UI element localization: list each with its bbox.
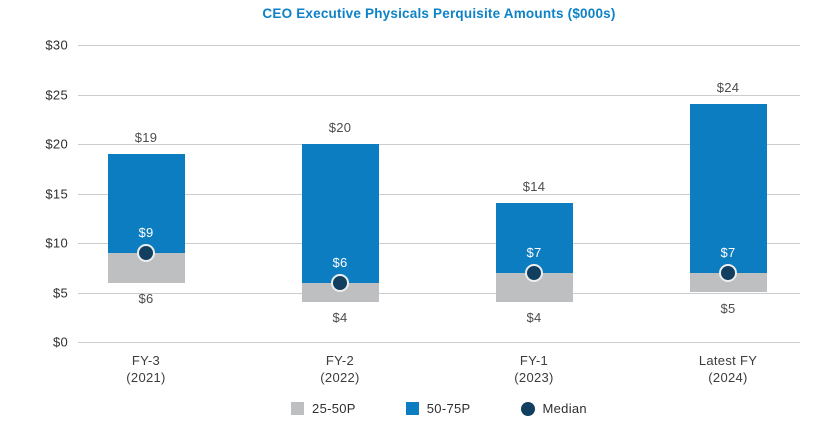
legend-swatch-square bbox=[291, 402, 305, 415]
x-category-year: (2022) bbox=[320, 370, 360, 385]
p25-value-label: $6 bbox=[138, 290, 154, 306]
p25-value-label: $5 bbox=[720, 300, 736, 316]
p75-value-label: $24 bbox=[716, 80, 740, 96]
legend-label: 25-50P bbox=[312, 401, 356, 416]
legend-item-median: Median bbox=[520, 401, 587, 416]
median-dot bbox=[525, 263, 543, 282]
x-category-name: FY-2 bbox=[325, 353, 355, 368]
legend-item-50-75p: 50-75P bbox=[405, 401, 471, 416]
x-category-year: (2021) bbox=[126, 370, 166, 385]
y-tick-label: $5 bbox=[52, 285, 68, 300]
gridline bbox=[78, 342, 800, 343]
p25-value-label: $4 bbox=[332, 310, 348, 326]
median-dot bbox=[719, 263, 737, 282]
chart-title: CEO Executive Physicals Perquisite Amoun… bbox=[262, 6, 616, 21]
y-tick-label: $15 bbox=[45, 186, 68, 201]
gridline bbox=[78, 292, 800, 294]
p25-value-label: $4 bbox=[526, 310, 542, 326]
gridline bbox=[78, 144, 800, 145]
y-tick-label: $20 bbox=[45, 136, 68, 152]
x-category-name: FY-1 bbox=[519, 353, 549, 368]
median-value-label: $7 bbox=[526, 244, 542, 260]
x-category-name: FY-3 bbox=[131, 353, 161, 368]
x-axis: FY-3 (2021) FY-2 (2022) FY-1 (2023) Latest FY (… bbox=[78, 352, 800, 396]
y-tick-label: $30 bbox=[45, 37, 68, 53]
p75-value-label: $20 bbox=[328, 120, 352, 135]
gridline bbox=[78, 45, 800, 46]
y-tick-label: $10 bbox=[45, 235, 68, 251]
legend-label: Median bbox=[542, 401, 587, 416]
x-category-label: FY-1 (2023) bbox=[514, 352, 553, 386]
p75-value-label: $19 bbox=[134, 129, 158, 145]
median-value-label: $6 bbox=[332, 254, 348, 270]
legend-label: 50-75P bbox=[426, 401, 471, 416]
x-category-name: Latest FY bbox=[698, 353, 758, 368]
y-axis: $0 $5 $10 $15 $20 $25 $30 bbox=[0, 38, 68, 350]
x-category-label: Latest FY (2024) bbox=[699, 352, 757, 386]
median-value-label: $9 bbox=[138, 224, 154, 240]
legend: 25-50P 50-75P Median bbox=[78, 401, 800, 416]
x-category-year: (2023) bbox=[514, 370, 554, 385]
median-dot bbox=[331, 273, 349, 292]
x-category-year: (2024) bbox=[708, 370, 748, 385]
y-tick-label: $25 bbox=[45, 87, 68, 102]
legend-item-25-50p: 25-50P bbox=[291, 401, 356, 416]
legend-swatch-circle bbox=[520, 401, 535, 416]
p75-value-label: $14 bbox=[522, 179, 546, 195]
median-dot bbox=[137, 243, 155, 262]
gridline bbox=[78, 193, 800, 195]
legend-swatch-square bbox=[405, 402, 419, 415]
x-category-label: FY-3 (2021) bbox=[126, 352, 165, 386]
bar-segment-50-75p bbox=[301, 144, 379, 283]
bar-segment-50-75p bbox=[495, 203, 573, 273]
gridline bbox=[78, 243, 800, 244]
x-category-label: FY-2 (2022) bbox=[320, 352, 359, 386]
bar-segment-25-50p bbox=[689, 272, 767, 293]
y-tick-label: $0 bbox=[52, 334, 68, 350]
plot-area: $19 $9 $6 $20 $6 $4 $14 $7 $4 $24 $7 $5 bbox=[78, 45, 800, 343]
bar-segment-50-75p bbox=[689, 104, 767, 273]
bar-segment-50-75p bbox=[107, 153, 185, 253]
bar-segment-25-50p bbox=[301, 282, 379, 303]
gridline bbox=[78, 94, 800, 96]
median-value-label: $7 bbox=[720, 244, 736, 260]
